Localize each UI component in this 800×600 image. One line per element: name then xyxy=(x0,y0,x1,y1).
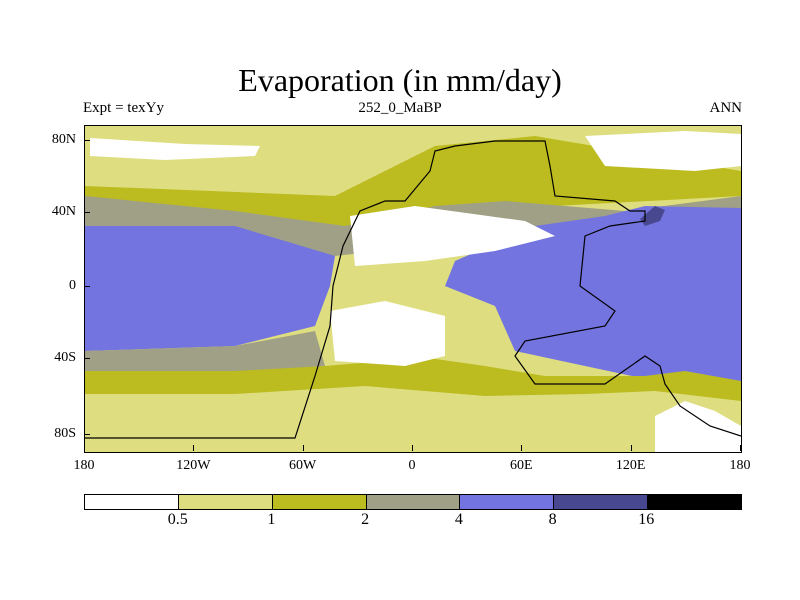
x-tick xyxy=(521,445,523,451)
colorbar-swatch xyxy=(178,495,273,509)
colorbar-label: 2 xyxy=(361,511,370,528)
colorbar-swatch xyxy=(554,495,649,509)
x-tick xyxy=(412,445,413,451)
x-tick xyxy=(193,445,195,451)
colorbar-label: 0.5 xyxy=(167,511,188,528)
colorbar-swatch xyxy=(648,495,742,509)
x-tick-label: 120W xyxy=(176,458,211,473)
band-olive-north xyxy=(85,136,741,236)
colorbar xyxy=(84,494,742,510)
y-tick-label: 0 xyxy=(69,278,76,293)
period-label: 252_0_MaBP xyxy=(358,100,442,116)
x-tick xyxy=(740,445,741,451)
y-tick-label: 40N xyxy=(51,204,76,219)
y-tick xyxy=(84,212,90,213)
y-tick-label: 80N xyxy=(51,132,76,147)
x-tick xyxy=(84,445,85,451)
colorbar-swatch xyxy=(272,495,367,509)
y-tick xyxy=(84,434,90,435)
x-tick-label: 120E xyxy=(615,458,646,473)
white-north-2 xyxy=(585,131,741,171)
white-south xyxy=(655,401,741,452)
y-tick-label: 80S xyxy=(54,426,76,441)
x-tick xyxy=(302,445,304,451)
y-tick xyxy=(84,358,90,359)
band-olive-south xyxy=(85,356,741,401)
white-north-1 xyxy=(90,138,260,160)
colorbar-label: 1 xyxy=(267,511,276,528)
evaporation-field xyxy=(85,126,741,452)
x-tick-label: 180 xyxy=(73,458,95,473)
white-mid-north xyxy=(350,206,555,266)
band-dark-spot xyxy=(640,206,665,226)
x-tick-label: 180 xyxy=(729,458,751,473)
continent-outline xyxy=(85,140,741,439)
colorbar-label: 8 xyxy=(548,511,557,528)
colorbar-swatch xyxy=(366,495,461,509)
experiment-label: Expt = texYy xyxy=(83,100,164,116)
band-gray-south xyxy=(85,331,325,381)
colorbar-swatch xyxy=(85,495,179,509)
y-tick xyxy=(84,286,90,287)
x-tick-label: 60W xyxy=(289,458,317,473)
y-tick-label: 40S xyxy=(54,350,76,365)
white-mid-south xyxy=(330,301,445,366)
map-plot-area xyxy=(84,125,742,453)
colorbar-label: 16 xyxy=(638,511,655,528)
x-tick-label: 0 xyxy=(408,458,416,473)
x-tick-label: 60E xyxy=(510,458,533,473)
colorbar-swatch xyxy=(460,495,555,509)
y-tick xyxy=(84,140,90,141)
season-label: ANN xyxy=(709,100,743,116)
band-blue-west xyxy=(85,226,335,351)
band-blue-east xyxy=(445,206,741,381)
colorbar-label: 4 xyxy=(454,511,463,528)
x-tick xyxy=(630,445,632,451)
map-title: Evaporation (in mm/day) xyxy=(238,62,562,98)
